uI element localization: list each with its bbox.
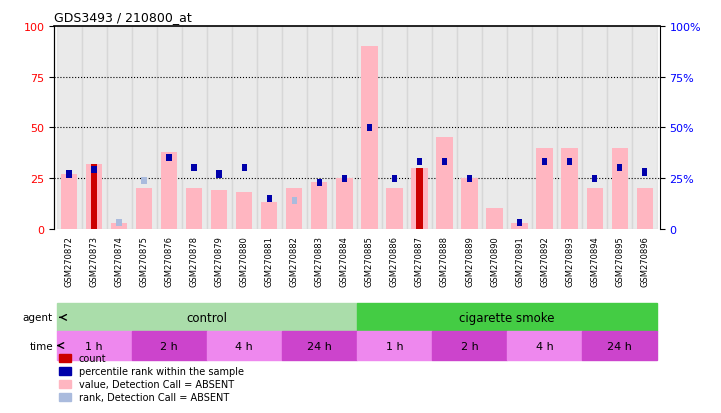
Bar: [207, 332, 282, 360]
Text: 24 h: 24 h: [607, 341, 632, 351]
Bar: [542, 159, 547, 166]
Bar: [107, 27, 132, 229]
Bar: [611, 148, 628, 229]
Bar: [257, 27, 282, 229]
Bar: [332, 27, 357, 229]
Bar: [307, 27, 332, 229]
Bar: [336, 178, 353, 229]
Bar: [231, 27, 257, 229]
Bar: [56, 332, 132, 360]
Bar: [432, 27, 457, 229]
Text: 1 h: 1 h: [386, 341, 403, 351]
Bar: [211, 191, 227, 229]
Bar: [557, 27, 582, 229]
Legend: count, percentile rank within the sample, value, Detection Call = ABSENT, rank, : count, percentile rank within the sample…: [56, 350, 247, 406]
Bar: [342, 175, 347, 182]
Bar: [592, 175, 598, 182]
Bar: [642, 169, 647, 176]
Bar: [386, 189, 402, 229]
Bar: [267, 195, 272, 202]
Bar: [487, 209, 503, 229]
Bar: [242, 165, 247, 172]
Bar: [286, 189, 303, 229]
Text: time: time: [29, 341, 53, 351]
Bar: [416, 169, 423, 229]
Text: control: control: [186, 311, 227, 324]
Bar: [61, 175, 77, 229]
Bar: [517, 220, 522, 227]
Bar: [532, 27, 557, 229]
Bar: [56, 27, 81, 229]
Bar: [407, 27, 432, 229]
Bar: [156, 27, 182, 229]
Bar: [91, 164, 97, 229]
Bar: [392, 175, 397, 182]
Text: 2 h: 2 h: [160, 341, 178, 351]
Bar: [111, 223, 128, 229]
Bar: [367, 124, 372, 132]
Bar: [466, 175, 472, 182]
Bar: [586, 189, 603, 229]
Bar: [86, 164, 102, 229]
Text: 4 h: 4 h: [235, 341, 253, 351]
Bar: [567, 159, 572, 166]
Bar: [357, 27, 382, 229]
Bar: [457, 27, 482, 229]
Bar: [357, 332, 432, 360]
Bar: [317, 179, 322, 186]
Bar: [186, 189, 203, 229]
Bar: [582, 27, 607, 229]
Text: cigarette smoke: cigarette smoke: [459, 311, 554, 324]
Bar: [637, 189, 653, 229]
Bar: [116, 220, 122, 227]
Bar: [66, 171, 72, 178]
Bar: [207, 27, 231, 229]
Text: 2 h: 2 h: [461, 341, 479, 351]
Bar: [92, 167, 97, 174]
Bar: [81, 27, 107, 229]
Bar: [507, 27, 532, 229]
Text: agent: agent: [22, 313, 53, 323]
Bar: [436, 138, 453, 229]
Bar: [511, 223, 528, 229]
Bar: [432, 332, 507, 360]
Bar: [161, 152, 177, 229]
Bar: [261, 203, 278, 229]
Bar: [607, 27, 632, 229]
Text: 1 h: 1 h: [85, 341, 103, 351]
Text: 24 h: 24 h: [307, 341, 332, 351]
Bar: [617, 165, 622, 172]
Bar: [562, 148, 578, 229]
Bar: [442, 159, 447, 166]
Bar: [357, 304, 658, 332]
Bar: [507, 332, 582, 360]
Bar: [282, 27, 307, 229]
Bar: [132, 332, 207, 360]
Bar: [167, 155, 172, 162]
Bar: [361, 47, 378, 229]
Bar: [311, 183, 327, 229]
Bar: [182, 27, 207, 229]
Bar: [216, 171, 222, 178]
Bar: [282, 332, 357, 360]
Bar: [482, 27, 507, 229]
Bar: [417, 159, 423, 166]
Bar: [192, 165, 197, 172]
Bar: [382, 27, 407, 229]
Bar: [56, 304, 357, 332]
Bar: [136, 189, 152, 229]
Bar: [236, 193, 252, 229]
Bar: [632, 27, 658, 229]
Text: 4 h: 4 h: [536, 341, 554, 351]
Bar: [536, 148, 553, 229]
Bar: [461, 178, 477, 229]
Bar: [291, 197, 297, 204]
Bar: [141, 177, 147, 184]
Bar: [132, 27, 156, 229]
Bar: [582, 332, 658, 360]
Text: GDS3493 / 210800_at: GDS3493 / 210800_at: [54, 11, 192, 24]
Bar: [411, 169, 428, 229]
